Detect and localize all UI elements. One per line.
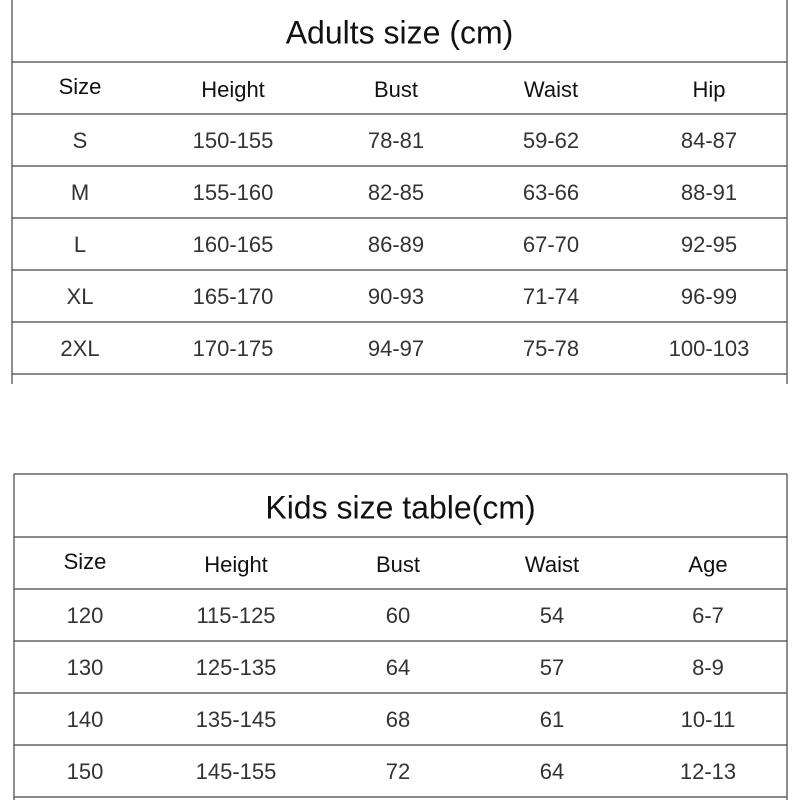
table-cell: 59-62 — [523, 128, 579, 153]
table-cell: 135-145 — [196, 707, 277, 732]
table-cell: 125-135 — [196, 655, 277, 680]
table-cell: 60 — [386, 603, 410, 628]
table-cell: XL — [67, 284, 94, 309]
table-cell: 2XL — [60, 336, 99, 361]
column-header: Bust — [376, 552, 420, 577]
column-header: Waist — [525, 552, 579, 577]
table-cell: S — [73, 128, 88, 153]
table-cell: 165-170 — [193, 284, 274, 309]
table-cell: 94-97 — [368, 336, 424, 361]
table-cell: 12-13 — [680, 759, 736, 784]
table-cell: 67-70 — [523, 232, 579, 257]
table-cell: 64 — [386, 655, 410, 680]
table-cell: 120 — [67, 603, 104, 628]
table-cell: 71-74 — [523, 284, 579, 309]
table-cell: 64 — [540, 759, 564, 784]
table-cell: 75-78 — [523, 336, 579, 361]
table-cell: 100-103 — [669, 336, 750, 361]
table-cell: 54 — [540, 603, 564, 628]
column-header: Height — [204, 552, 268, 577]
table-cell: 140 — [67, 707, 104, 732]
table-cell: 72 — [386, 759, 410, 784]
table-cell: 61 — [540, 707, 564, 732]
table-cell: L — [74, 232, 86, 257]
column-header: Size — [59, 74, 102, 99]
table-cell: M — [71, 180, 89, 205]
table-cell: 115-125 — [196, 603, 275, 628]
table-cell: 160-165 — [193, 232, 274, 257]
column-header: Waist — [524, 77, 578, 102]
column-header: Height — [201, 77, 265, 102]
column-header: Age — [688, 552, 727, 577]
table-cell: 57 — [540, 655, 564, 680]
table-cell: 170-175 — [193, 336, 274, 361]
table-cell: 10-11 — [681, 707, 736, 732]
table-cell: 68 — [386, 707, 410, 732]
table-cell: 84-87 — [681, 128, 737, 153]
table-cell: 130 — [67, 655, 104, 680]
table-cell: 78-81 — [368, 128, 424, 153]
table-cell: 155-160 — [193, 180, 274, 205]
table-title: Kids size table(cm) — [265, 489, 535, 525]
table-cell: 150-155 — [193, 128, 274, 153]
table-cell: 145-155 — [196, 759, 277, 784]
table-cell: 82-85 — [368, 180, 424, 205]
table-cell: 6-7 — [692, 603, 724, 628]
table-cell: 92-95 — [681, 232, 737, 257]
table-cell: 88-91 — [681, 180, 737, 205]
table-title: Adults size (cm) — [286, 14, 514, 50]
table-cell: 90-93 — [368, 284, 424, 309]
table-cell: 8-9 — [692, 655, 724, 680]
column-header: Bust — [374, 77, 418, 102]
column-header: Size — [64, 549, 107, 574]
table-cell: 150 — [67, 759, 104, 784]
column-header: Hip — [692, 77, 725, 102]
table-cell: 86-89 — [368, 232, 424, 257]
table-cell: 63-66 — [523, 180, 579, 205]
table-cell: 96-99 — [681, 284, 737, 309]
